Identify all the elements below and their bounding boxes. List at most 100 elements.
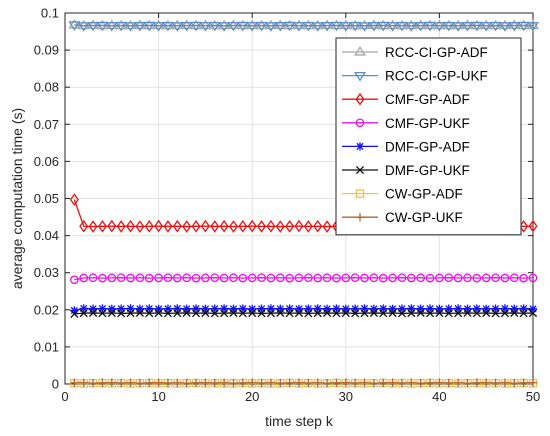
data-point xyxy=(247,273,257,283)
data-point xyxy=(397,304,407,313)
data-point xyxy=(472,378,482,388)
data-point xyxy=(480,19,493,30)
data-point xyxy=(500,273,510,283)
data-point xyxy=(510,378,519,388)
data-point xyxy=(227,22,240,32)
data-point xyxy=(107,308,116,318)
series-rcc-ci-gp-adf xyxy=(68,18,539,30)
data-point xyxy=(126,378,135,387)
data-point xyxy=(180,22,193,32)
data-point xyxy=(236,21,249,32)
data-point xyxy=(257,309,266,318)
data-point xyxy=(257,378,266,388)
data-point xyxy=(527,22,539,32)
data-point xyxy=(116,304,126,313)
data-point xyxy=(248,378,257,387)
data-point xyxy=(472,304,482,313)
legend: RCC-CI-GP-ADF RCC-CI-GP-UKF CMF-GP-ADF CMF-… xyxy=(335,37,522,236)
data-point xyxy=(274,19,287,29)
data-point xyxy=(435,308,444,318)
data-point xyxy=(285,220,295,233)
data-point xyxy=(321,19,334,29)
data-point xyxy=(70,378,79,388)
data-point xyxy=(154,273,163,283)
data-point xyxy=(322,220,332,233)
data-point xyxy=(397,309,407,318)
legend-marker xyxy=(355,142,365,151)
data-point xyxy=(105,19,118,30)
data-point xyxy=(135,308,144,317)
data-point xyxy=(313,309,322,318)
data-point xyxy=(191,220,201,233)
data-point xyxy=(208,21,221,32)
data-point xyxy=(182,378,191,388)
y-tick-label: 0.06 xyxy=(34,154,59,169)
data-point xyxy=(126,219,136,233)
legend-marker xyxy=(354,46,366,56)
data-point xyxy=(388,378,397,387)
legend-item: CMF-GP-ADF xyxy=(342,92,470,107)
series-line xyxy=(74,312,534,315)
data-point xyxy=(228,220,238,233)
data-point xyxy=(500,309,509,318)
data-point xyxy=(98,309,107,318)
data-point xyxy=(500,304,510,313)
data-point xyxy=(341,308,350,318)
data-point xyxy=(210,273,220,283)
data-point xyxy=(360,378,369,387)
data-point xyxy=(124,22,137,32)
data-point xyxy=(360,309,369,318)
data-point xyxy=(88,220,98,233)
data-point xyxy=(264,19,277,30)
data-point xyxy=(377,21,390,32)
data-point xyxy=(397,273,407,283)
data-point xyxy=(227,19,240,29)
data-point xyxy=(510,304,519,313)
data-point xyxy=(144,273,154,283)
data-point xyxy=(163,378,173,388)
series-rcc-ci-gp-ukf xyxy=(68,21,539,32)
data-point xyxy=(107,273,117,283)
data-point xyxy=(107,219,117,233)
data-point xyxy=(332,273,341,283)
data-point xyxy=(143,21,156,32)
data-point xyxy=(444,273,454,283)
series-line xyxy=(74,24,534,27)
data-point xyxy=(246,22,259,32)
data-point xyxy=(332,378,341,388)
x-tick-label: 10 xyxy=(151,389,165,404)
data-point xyxy=(358,22,371,32)
data-point xyxy=(519,309,528,318)
data-point xyxy=(200,219,210,233)
data-point xyxy=(285,309,294,318)
data-point xyxy=(322,378,332,388)
data-point xyxy=(69,193,79,206)
y-tick-label: 0.02 xyxy=(34,302,59,317)
data-point xyxy=(191,309,201,318)
data-point xyxy=(154,308,163,318)
data-point xyxy=(482,308,491,318)
data-point xyxy=(266,273,276,283)
data-point xyxy=(276,304,285,313)
series-group xyxy=(68,18,539,388)
data-point xyxy=(528,273,538,283)
data-point xyxy=(491,309,500,318)
data-point xyxy=(105,22,118,32)
legend-item: CW-GP-ADF xyxy=(342,187,463,202)
data-point xyxy=(294,273,304,283)
data-point xyxy=(395,21,408,32)
data-point xyxy=(435,273,444,283)
data-point xyxy=(313,219,323,233)
data-point xyxy=(294,308,304,318)
data-point xyxy=(463,304,472,313)
data-point xyxy=(509,273,519,283)
data-point xyxy=(416,378,425,388)
data-point xyxy=(322,304,332,313)
data-point xyxy=(126,304,135,313)
data-point xyxy=(472,273,482,283)
data-point xyxy=(519,273,528,283)
data-point xyxy=(461,22,474,32)
data-point xyxy=(360,304,369,313)
data-point xyxy=(321,22,334,32)
data-point xyxy=(116,273,126,283)
